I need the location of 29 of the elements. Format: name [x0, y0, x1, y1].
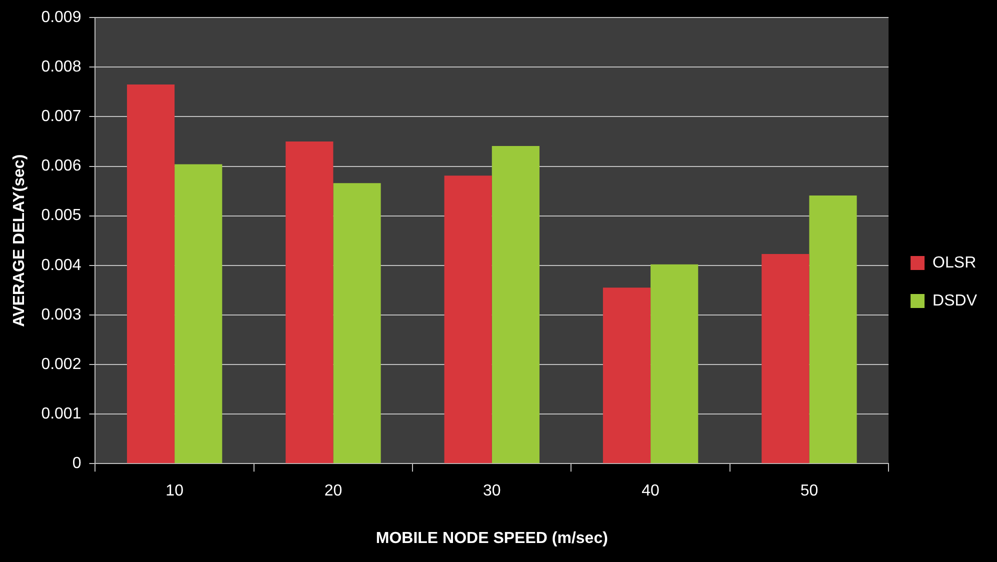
bar	[762, 254, 810, 464]
bar	[126, 84, 175, 464]
y-tick-label: 0.001	[41, 405, 82, 422]
y-tick-label: 0.009	[41, 9, 82, 26]
y-tick-label: 0.004	[41, 256, 82, 274]
bar	[650, 264, 698, 464]
y-tick-label: 0.007	[41, 108, 82, 126]
y-tick-label: 0.003	[41, 306, 82, 324]
bar	[602, 288, 651, 464]
y-tick-label: 0.008	[41, 58, 82, 76]
y-tick-label: 0.005	[41, 207, 82, 224]
bar	[492, 146, 540, 464]
legend-label: OLSR	[932, 254, 976, 272]
bar	[286, 141, 334, 464]
bar	[809, 196, 857, 464]
x-tick-label: 50	[800, 482, 818, 500]
x-tick-label: 20	[324, 482, 342, 500]
x-tick-label: 40	[642, 482, 660, 500]
x-tick-label: 30	[482, 482, 501, 500]
y-tick-label: 0.006	[41, 158, 82, 175]
legend-label: DSDV	[932, 292, 978, 310]
bar	[333, 183, 381, 464]
y-tick-label: 0.002	[41, 356, 82, 373]
x-axis-title: MOBILE NODE SPEED (m/sec)	[376, 530, 608, 547]
y-tick-label: 0	[72, 455, 82, 472]
bar	[174, 164, 222, 464]
bar	[444, 176, 492, 464]
y-axis-title: AVERAGE DELAY(sec)	[11, 154, 28, 327]
x-tick-label: 10	[166, 482, 184, 500]
